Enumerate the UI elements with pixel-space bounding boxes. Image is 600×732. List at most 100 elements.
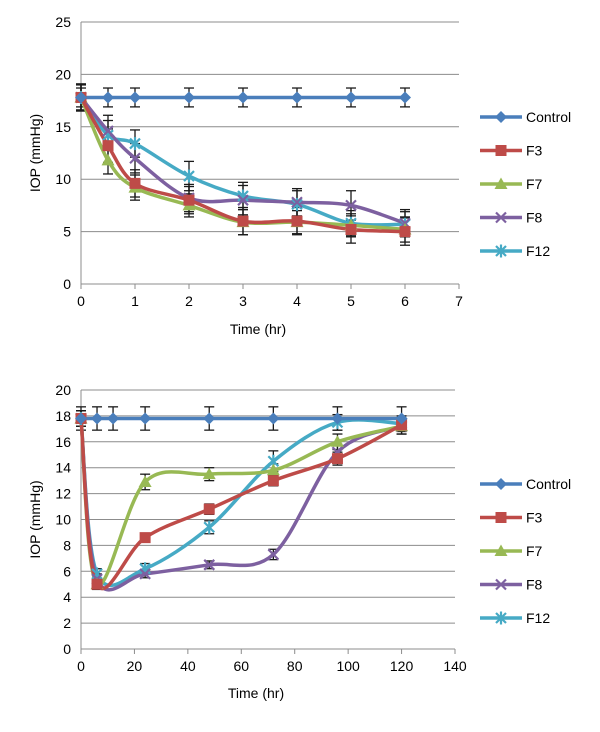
data-point (139, 568, 151, 580)
data-point (139, 412, 152, 425)
legend-label: Control (526, 476, 571, 492)
legend-marker (495, 578, 507, 591)
y-tick-label: 2 (63, 615, 71, 631)
x-tick-label: 20 (127, 658, 143, 674)
y-tick-label: 10 (55, 171, 71, 187)
data-point (183, 194, 195, 206)
data-point (399, 226, 411, 238)
legend-item-f8: F8 (480, 577, 543, 593)
data-point (331, 453, 343, 465)
legend-item-control: Control (480, 109, 571, 125)
x-tick-label: 80 (287, 658, 303, 674)
legend-marker (494, 544, 508, 556)
data-point (183, 91, 195, 104)
y-tick-label: 20 (55, 66, 71, 82)
y-tick-label: 8 (63, 537, 71, 553)
legend-item-f12: F12 (480, 610, 550, 626)
y-axis-title: IOP (mmHg) (27, 114, 43, 192)
y-tick-label: 0 (63, 276, 71, 292)
x-tick-label: 3 (239, 293, 247, 309)
data-point (331, 412, 344, 425)
data-point (129, 137, 141, 151)
x-tick-label: 0 (77, 658, 85, 674)
legend-label: F3 (526, 143, 543, 159)
data-point (203, 520, 216, 534)
data-point (101, 153, 115, 166)
data-point (107, 412, 120, 425)
data-point (395, 412, 408, 425)
legend-marker (495, 611, 507, 625)
series-line-f8 (79, 416, 404, 592)
x-tick-label: 5 (347, 293, 355, 309)
x-tick-label: 4 (293, 293, 301, 309)
chart-1: 0 5 10 15 20 25 0 1 2 3 4 5 6 7 Time (hr) IOP (mmHg) Con… (27, 14, 571, 337)
data-point (129, 91, 141, 104)
data-point (203, 412, 216, 425)
data-point (267, 548, 280, 561)
data-point (91, 578, 103, 590)
x-tick-label: 40 (180, 658, 196, 674)
data-point (102, 125, 114, 137)
data-point (91, 412, 104, 425)
x-tick-label: 120 (390, 658, 414, 674)
legend-item-f8: F8 (480, 210, 543, 226)
data-point (291, 196, 303, 209)
error-bars-f8 (76, 84, 410, 238)
data-point (266, 463, 280, 476)
legend-label: F12 (526, 243, 550, 259)
data-point (396, 419, 408, 431)
legend-label: F7 (526, 543, 543, 559)
x-tick-label: 60 (233, 658, 249, 674)
y-tick-label: 10 (55, 512, 71, 528)
legend-marker (495, 478, 507, 490)
legend-label: F3 (526, 510, 543, 526)
legend: Control F3 F7 F8 F12 (480, 476, 571, 626)
series-line-f3 (79, 416, 404, 591)
data-point (75, 91, 87, 104)
y-tick-label: 0 (63, 641, 71, 657)
legend-marker (495, 512, 507, 523)
x-axis-title: Time (hr) (228, 685, 284, 701)
legend-item-f7: F7 (480, 176, 543, 192)
y-tick-label: 20 (55, 382, 71, 398)
data-point (237, 215, 249, 227)
legend-item-f7: F7 (480, 543, 543, 559)
y-tick-label: 18 (55, 408, 71, 424)
legend-marker (495, 211, 507, 224)
y-tick-label: 16 (55, 434, 71, 450)
data-point (267, 412, 280, 425)
legend-label: F12 (526, 610, 550, 626)
series-line-f12 (79, 416, 404, 588)
data-point (237, 91, 249, 104)
y-tick-label: 25 (55, 14, 71, 30)
data-point (202, 467, 216, 480)
x-tick-label: 140 (443, 658, 467, 674)
legend-item-f3: F3 (480, 510, 543, 526)
x-tick-label: 100 (336, 658, 360, 674)
legend-marker (494, 177, 508, 189)
data-point (203, 503, 215, 515)
legend-item-f12: F12 (480, 243, 550, 259)
x-axis-title: Time (hr) (230, 321, 286, 337)
markers-control (75, 91, 411, 104)
data-point (345, 199, 357, 212)
x-tick-label: 1 (131, 293, 139, 309)
data-point (75, 412, 87, 425)
data-point (345, 91, 357, 104)
chart-2: 0 2 4 6 8 10 12 14 16 18 20 0 20 40 60 80 100 120 140 Time … (27, 382, 571, 701)
legend-marker (495, 145, 507, 156)
data-point (138, 475, 152, 487)
legend-label: F7 (526, 176, 543, 192)
series-line-f7 (79, 416, 404, 587)
data-point (345, 224, 357, 236)
y-tick-label: 5 (63, 224, 71, 240)
data-point (102, 91, 114, 104)
y-tick-label: 12 (55, 486, 71, 502)
data-point (291, 215, 303, 227)
legend: Control F3 F7 F8 F12 (480, 109, 571, 259)
data-point (102, 140, 114, 152)
legend-label: F8 (526, 210, 543, 226)
y-axis-title: IOP (mmHg) (27, 480, 43, 558)
x-tick-label: 6 (401, 293, 409, 309)
